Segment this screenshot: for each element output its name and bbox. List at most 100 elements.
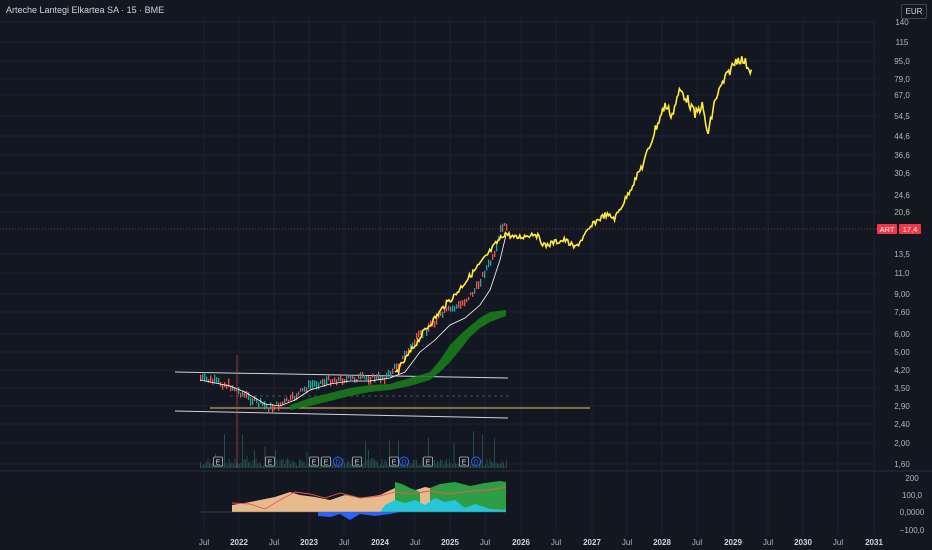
indicator-scale-label: 100,0 [902,491,923,500]
event-marker-label: E [355,460,360,467]
earnings-event-marker[interactable]: E [213,456,223,467]
volume-bar [452,464,453,468]
volume-bar [236,464,237,468]
price-scale-label: 3,50 [894,384,910,393]
indicator-scale-label: 200 [905,474,919,483]
volume-bar [278,465,279,468]
candle [404,350,406,360]
candle [484,270,486,279]
earnings-event-marker[interactable]: E [389,456,399,467]
volume-bar [399,462,401,468]
volume-bar [249,460,251,468]
volume-bar [342,458,344,468]
volume-bar [372,458,374,468]
price-scale-label: 2,40 [894,420,910,429]
volume-bar [260,463,261,468]
time-axis-label: Jul [480,538,490,547]
candle [324,379,326,387]
price-scale-label: 54,5 [894,112,910,121]
volume-bar [243,458,245,468]
candle [240,392,242,398]
price-scale-label: 2,00 [894,439,910,448]
candle [276,401,278,405]
earnings-event-marker[interactable]: E [265,456,275,467]
volume-bar [254,450,255,468]
price-scale[interactable]: 140 115 95,0 79,0 67,0 54,5 44,6 36,6 30,6 24,6 20… [894,18,910,469]
candle [394,363,396,369]
time-axis[interactable]: Jul 2022 Jul 2023 Jul 2024 Jul 2025 Jul 2026 Jul 20… [199,538,884,547]
candle [416,333,418,339]
volume-bar [374,460,375,468]
candle [274,406,276,411]
price-scale-label: 79,0 [894,75,910,84]
price-scale-label: 13,5 [894,250,910,259]
volume-bar [255,458,257,468]
dividend-event-marker[interactable]: D [471,456,481,467]
volume-bar [353,465,354,468]
dividend-event-marker[interactable]: D [333,456,343,467]
volume-bar [284,463,285,468]
historical-candles [200,222,508,413]
time-axis-label: Jul [763,538,773,547]
currency-selector[interactable]: EUR [901,4,927,19]
time-axis-label: Jul [692,538,702,547]
volume-bar [354,464,356,468]
candle [492,254,494,260]
time-axis-label: 2023 [300,538,318,547]
volume-bar [506,460,507,468]
candle [474,288,476,294]
volume-bar [234,458,236,468]
indicator-scale[interactable]: 200 100,0 0,0000 −100,0 [900,474,925,535]
indicator-green-spikes [395,481,506,512]
candle [414,339,416,346]
volume-bar [420,465,422,468]
earnings-event-marker[interactable]: E [321,456,331,467]
grid [0,18,877,535]
event-marker-label: D [401,460,406,467]
volume-bar [294,462,296,468]
indicator-scale-label: −100,0 [900,526,925,535]
candle [368,375,370,385]
candle [254,396,256,401]
volume-bar [350,463,351,468]
candle [296,393,298,401]
candle [328,375,330,381]
candle [330,379,332,387]
volume-bar [362,464,363,468]
time-axis-label: 2026 [512,538,530,547]
candle [308,380,310,389]
volume-bar [449,459,450,468]
earnings-event-marker[interactable]: E [423,456,433,467]
candle [218,378,220,384]
candle [304,386,306,392]
candle [318,382,320,390]
volume-bar [242,434,243,468]
candle [250,397,252,406]
candle [248,392,250,400]
volume-bar [225,462,227,468]
volume-bar [201,465,203,468]
candle [450,306,452,312]
volume-bar [486,459,488,468]
volume-bar [387,464,389,468]
candle [478,281,480,290]
candle [216,377,218,383]
earnings-event-marker[interactable]: E [352,456,362,467]
volume-bar [378,465,380,468]
volume-bar [348,461,350,468]
candle [364,374,366,380]
price-scale-label: 115 [896,38,909,47]
volume-bar [248,462,249,468]
candle [256,398,258,404]
earnings-event-marker[interactable]: E [309,456,319,467]
time-axis-label: Jul [339,538,349,547]
candle [340,374,342,382]
candle [316,380,318,390]
volume-bar [359,465,360,468]
candle [482,271,484,277]
dividend-event-marker[interactable]: D [399,456,409,467]
earnings-event-marker[interactable]: E [459,456,469,467]
candle [338,376,340,381]
